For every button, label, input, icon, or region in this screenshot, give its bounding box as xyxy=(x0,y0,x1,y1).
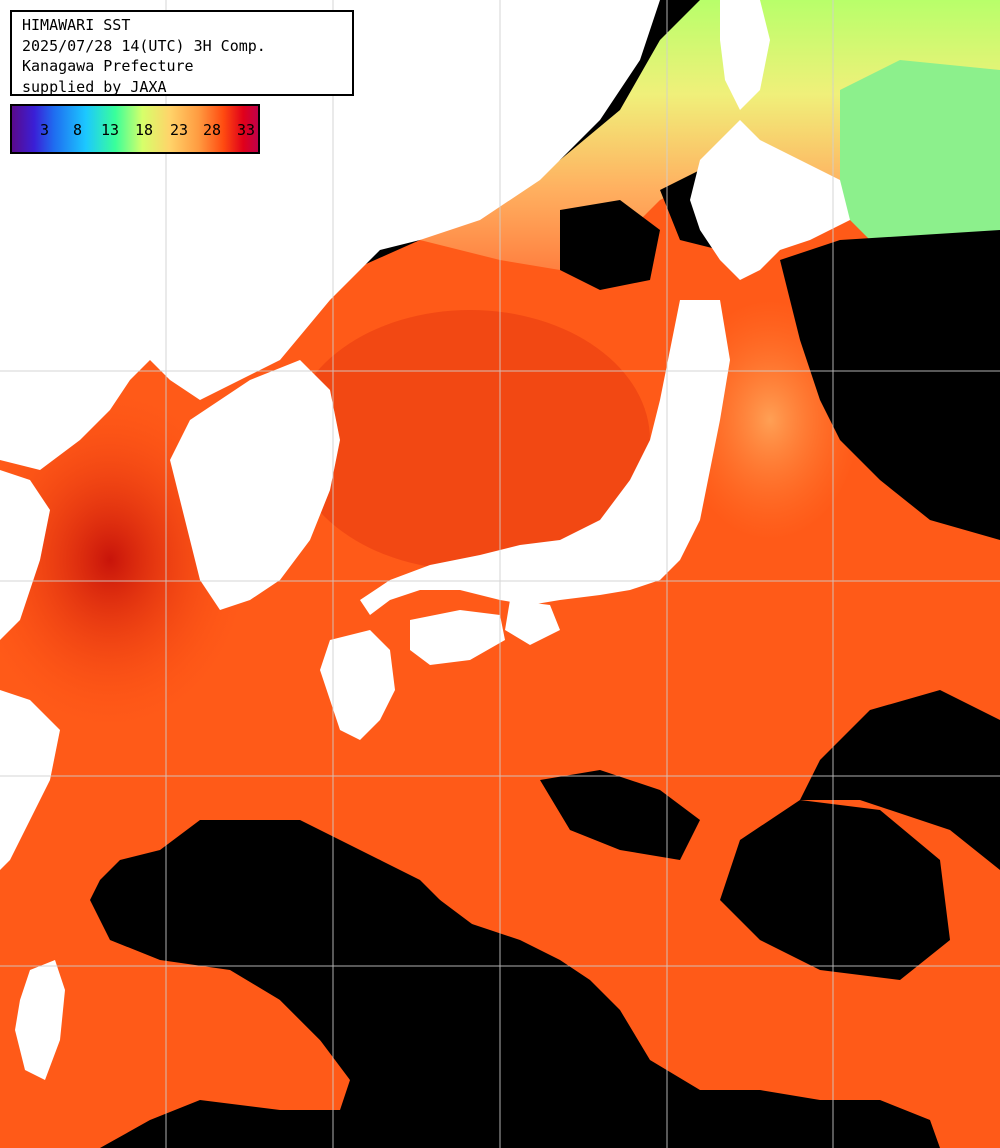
lat-label-40n: 40N xyxy=(18,354,40,368)
land-kii-peninsula xyxy=(505,600,560,645)
scale-label-33: 33 xyxy=(237,121,256,139)
scale-label-23: 23 xyxy=(170,121,189,139)
title-prefecture: Kanagawa Prefecture xyxy=(22,57,194,75)
land-taiwan xyxy=(15,960,65,1080)
title-product: HIMAWARI SST xyxy=(22,16,131,34)
land-sakhalin xyxy=(720,0,770,110)
scale-label-3: 3 xyxy=(40,121,50,139)
land-china-east-coast xyxy=(0,470,50,640)
cloud-south-2 xyxy=(540,770,700,860)
land-honshu xyxy=(360,300,730,615)
land-kyushu xyxy=(320,630,395,740)
title-box: HIMAWARI SST 2025/07/28 14(UTC) 3H Comp.… xyxy=(10,10,354,96)
scale-label-13: 13 xyxy=(101,121,120,139)
okhotsk-green xyxy=(840,60,1000,260)
title-datetime: 2025/07/28 14(UTC) 3H Comp. xyxy=(22,36,266,55)
cloud-sea-of-japan-ne xyxy=(560,200,660,290)
land-korea xyxy=(170,360,340,610)
cloud-south xyxy=(100,830,700,1148)
land-hokkaido xyxy=(690,120,850,280)
scale-label-8: 8 xyxy=(73,121,83,139)
lat-label-30n: 30N xyxy=(18,760,40,774)
scale-label-28: 28 xyxy=(203,121,222,139)
color-scale: 3 8 13 18 23 28 33 xyxy=(10,104,260,154)
cloud-east xyxy=(780,230,1000,540)
land-shikoku xyxy=(410,610,505,665)
sea-of-japan-hot xyxy=(290,310,650,570)
cloud-south-east-ring xyxy=(720,800,950,980)
scale-label-18: 18 xyxy=(135,121,154,139)
title-supplier: supplied by JAXA xyxy=(22,77,167,96)
land-china-southeast xyxy=(0,690,60,870)
